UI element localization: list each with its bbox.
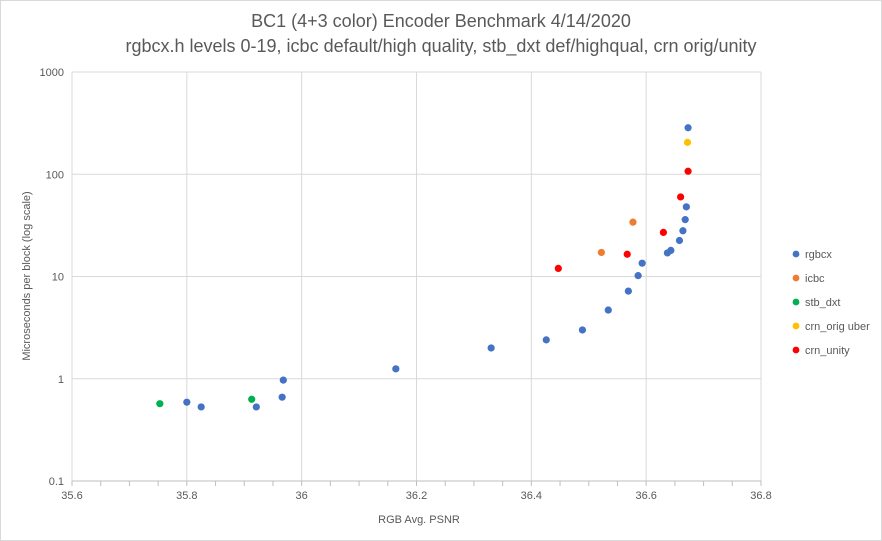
legend-marker [792,298,800,306]
x-axis-title: RGB Avg. PSNR [378,514,460,526]
legend-label: crn_unity [805,345,850,357]
data-point-rgbcx [679,227,687,235]
y-tick-label: 0.1 [49,476,64,488]
y-tick-label: 1 [58,374,64,386]
chart-subtitle: rgbcx.h levels 0-19, icbc default/high q… [125,36,756,57]
legend: rgbcx icbc stb_dxt crn_orig uber crn_unity [792,249,870,357]
legend-marker [792,274,800,282]
data-point-rgbcx [392,365,400,373]
data-point-rgbcx [682,203,690,211]
legend-label: rgbcx [805,249,832,261]
x-tick-label: 35.8 [176,490,197,502]
gridlines [71,71,762,486]
data-point-rgbcx [667,246,675,254]
data-points [156,124,692,411]
legend-marker [792,322,800,330]
x-tick-label: 36.2 [406,490,427,502]
data-point-rgbcx [197,403,205,411]
x-tick-label: 36.8 [750,490,771,502]
data-point-stb-dxt [248,395,256,403]
data-point-rgbcx [279,376,287,384]
data-point-icbc [629,218,637,226]
data-point-crn-orig-uber [683,138,692,146]
data-point-rgbcx [487,344,495,352]
x-tick-label: 35.6 [61,490,82,502]
data-point-crn-unity [554,264,562,273]
data-point-rgbcx [183,398,191,406]
legend-marker [792,346,800,354]
chart-title: BC1 (4+3 color) Encoder Benchmark 4/14/2… [251,11,631,31]
y-axis-title: Microseconds per block (log scale) [21,191,33,360]
y-tick-label: 100 [46,169,64,181]
legend-label: icbc [805,273,825,285]
x-tick-label: 36.6 [635,490,656,502]
y-axis-ticks: 0.1 1 10 100 1000 [40,67,64,488]
y-tick-label: 1000 [40,67,64,79]
data-point-rgbcx [252,403,260,411]
x-tick-label: 36.4 [521,490,542,502]
legend-label: stb_dxt [805,297,840,309]
x-tick-label: 36 [296,490,308,502]
data-point-rgbcx [681,216,689,224]
data-point-rgbcx [634,272,642,280]
data-point-rgbcx [684,124,692,132]
data-point-rgbcx [578,326,587,334]
legend-marker [792,250,800,258]
legend-label: crn_orig uber [805,321,870,333]
data-point-crn-unity [684,167,692,175]
data-point-rgbcx [675,236,684,245]
data-point-crn-unity [623,250,631,258]
data-point-rgbcx [278,393,286,401]
data-point-icbc [597,248,605,257]
data-point-rgbcx [624,287,632,295]
data-point-crn-unity [659,228,667,236]
data-point-rgbcx [542,336,550,344]
data-point-rgbcx [604,306,612,314]
x-axis-ticks: 35.6 35.8 36 36.2 36.4 36.6 36.8 [61,490,771,502]
data-point-crn-unity [677,193,685,201]
data-point-stb-dxt [156,400,164,408]
y-tick-label: 10 [52,272,64,284]
data-point-rgbcx [638,259,646,267]
